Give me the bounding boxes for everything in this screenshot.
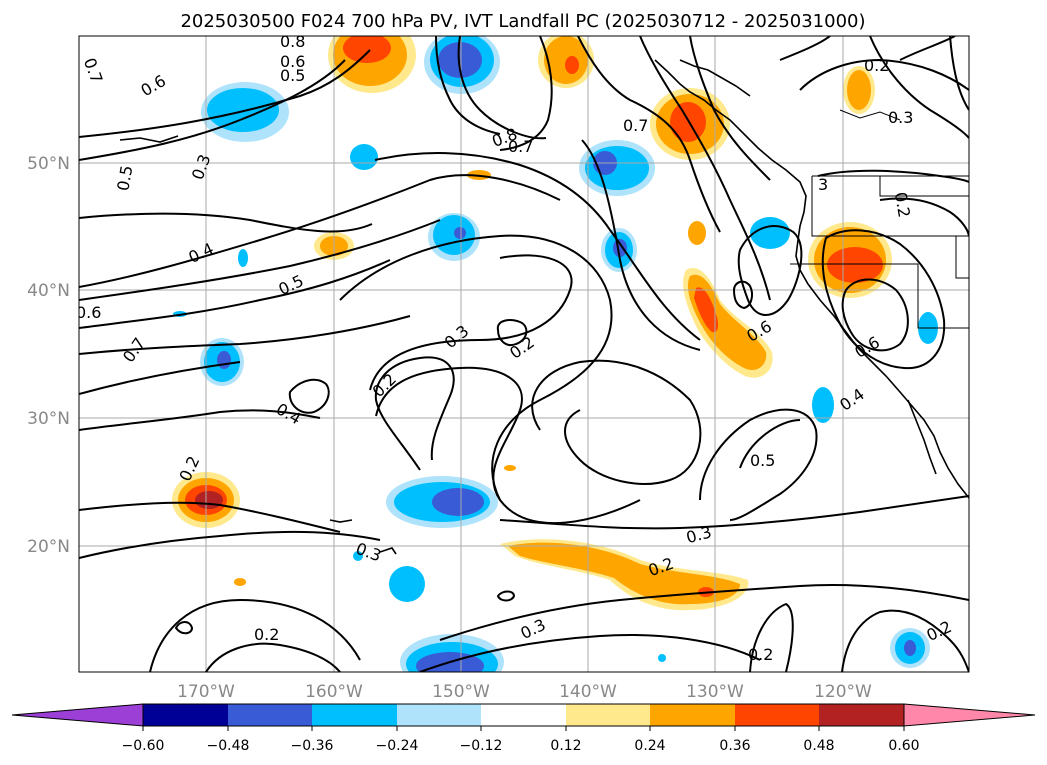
orange-anomaly-small2 [688,221,706,245]
colorbar-segment [735,704,819,726]
lat-labels: 50°N 40°N 30°N 20°N [27,154,70,557]
colorbar-tick-label: 0.24 [634,738,665,754]
contour-label: 0.2 [864,56,889,75]
contour-label: 0.5 [280,66,305,85]
colorbar-segment [397,704,481,726]
lon-labels: 170°W 160°W 150°W 140°W 130°W 120°W [177,682,872,702]
contour-label: 0.7 [623,116,648,135]
contour-label: 0.2 [254,625,279,644]
lat-label: 20°N [27,537,70,557]
colorbar-segment [650,704,735,726]
lon-label: 130°W [686,682,744,702]
colorbar-segment [228,704,312,726]
orange-anomaly-tiny2 [234,578,246,586]
blue-anomaly-s [386,476,498,528]
blue-anomaly-mid [579,140,655,196]
colorbar: −0.60 −0.48 −0.36 −0.24 −0.12 0.12 0.24 … [11,703,1036,754]
contour-label: 0.2 [891,191,914,219]
blue-anomaly-small6 [389,566,425,602]
colorbar-tick-label: −0.36 [291,738,334,754]
colorbar-tick-label: −0.48 [207,738,250,754]
contour-label: 3 [818,175,828,194]
lat-label: 30°N [27,409,70,429]
contour-label: 0.3 [888,108,913,127]
map-title: 2025030500 F024 700 hPa PV, IVT Landfall… [180,11,865,32]
map-frame [78,35,970,673]
blue-anomaly-small2 [750,217,790,249]
lat-label: 40°N [27,281,70,301]
colorbar-extend-max [903,703,1036,727]
blue-anomaly-small5 [812,387,834,423]
contour-label: 0.5 [113,164,136,192]
coastline [119,59,969,555]
blue-anomaly-c1 [428,213,480,261]
blue-anomaly-tiny2 [658,654,666,662]
colorbar-tick-label: 0.60 [888,738,919,754]
orange-anomaly-ne [843,66,875,114]
blue-anomaly-small1 [350,144,378,170]
orange-anomaly-n2 [538,36,594,88]
blue-anomaly-small7 [353,551,363,561]
blue-anomaly-w [201,82,289,142]
colorbar-segment [819,704,904,726]
blue-anomaly-w2 [200,338,244,386]
contour-label: 0.8 [280,32,305,51]
contour-label: 0.5 [750,451,775,470]
colorbar-segment [312,704,397,726]
lon-label: 160°W [305,682,363,702]
contour-label: 0.6 [76,303,101,322]
orange-anomaly-tiny [504,465,516,471]
lon-label: 140°W [559,682,617,702]
graticule [79,36,969,672]
lat-label: 50°N [27,154,70,174]
orange-band-se [683,268,773,378]
colorbar-outline [142,703,905,727]
map-panel: 0.7 0.6 0.8 0.6 0.5 0.2 0.3 0.7 0.8 0.7 … [76,32,969,672]
colorbar-segment [566,704,650,726]
lon-label: 170°W [177,682,235,702]
colorbar-segment [143,704,228,726]
contour-label: 0.6 [280,52,305,71]
pv-contours [79,36,969,672]
lon-label: 150°W [432,682,490,702]
contour-label: 0.2 [748,645,773,664]
colorbar-segment [481,704,566,726]
colorbar-tick-label: 0.48 [803,738,834,754]
contour-label: 0.7 [508,137,533,156]
colorbar-tick-label: −0.24 [376,738,419,754]
colorbar-tick-label: −0.12 [460,738,503,754]
blue-anomaly-tiny [238,249,248,267]
blue-anomaly-n [424,36,500,94]
lon-label: 120°W [814,682,872,702]
colorbar-tick-label: −0.60 [122,738,165,754]
colorbar-extend-min [11,703,144,727]
colorbar-ticks [142,726,905,731]
blue-anomaly-se [890,628,930,668]
colorbar-tick-label: 0.12 [550,738,581,754]
orange-anomaly-nw [328,36,416,93]
colorbar-tick-label: 0.36 [719,738,750,754]
